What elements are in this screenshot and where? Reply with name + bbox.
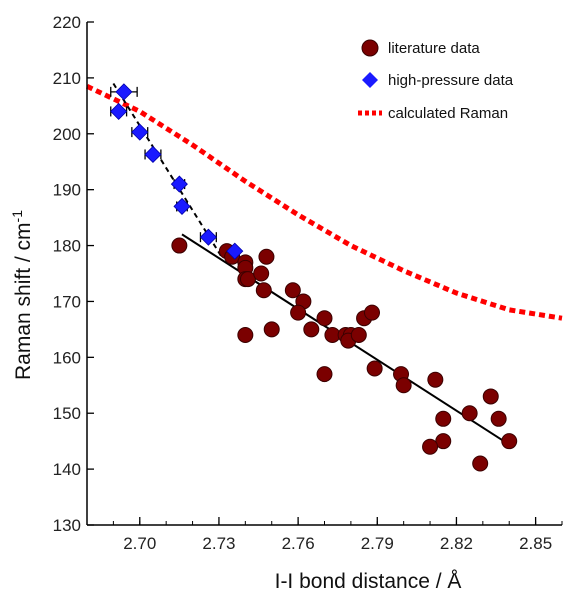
legend-label: calculated Raman — [388, 105, 508, 122]
x-tick-label: 2.85 — [519, 534, 552, 553]
high-pressure-data-point — [173, 197, 191, 215]
literature-data-point — [284, 282, 301, 299]
literature-data-point — [350, 326, 367, 343]
x-tick-label: 2.82 — [440, 534, 473, 553]
x-axis-title: I-I bond distance / Å — [275, 570, 462, 593]
literature-data-point — [255, 282, 272, 299]
high-pressure-data-point — [199, 228, 217, 246]
high-pressure-data-point — [131, 123, 149, 141]
y-tick-label: 160 — [53, 348, 81, 367]
literature-data-point — [316, 310, 333, 327]
high-pressure-data-point — [226, 242, 244, 260]
x-tick-label: 2.76 — [282, 534, 315, 553]
y-tick-label: 220 — [53, 13, 81, 32]
y-tick-label: 190 — [53, 181, 81, 200]
literature-data-point — [395, 377, 412, 394]
literature-data-point — [366, 360, 383, 377]
y-tick-label: 170 — [53, 292, 81, 311]
literature-data-point — [316, 366, 333, 383]
literature-data-point — [303, 321, 320, 338]
literature-data-point — [472, 455, 489, 472]
high-pressure-data-point — [115, 83, 133, 101]
axes: 130 140 150 160 170 180 190 200 210 220 2.70 2.73 2.… — [53, 13, 563, 553]
plot-area — [85, 82, 563, 472]
literature-data-point — [427, 371, 444, 388]
y-tick-label: 180 — [53, 237, 81, 256]
literature-data-point — [364, 304, 380, 321]
high-pressure-data-point — [170, 175, 188, 193]
literature-data-point — [501, 433, 518, 450]
legend-label: high-pressure data — [388, 72, 514, 89]
y-tick-label: 210 — [53, 69, 81, 88]
y-tick-label: 140 — [53, 460, 81, 479]
literature-data-point — [435, 410, 452, 427]
high-pressure-fit-line — [112, 82, 223, 258]
literature-data-point — [263, 321, 280, 338]
literature-data-point — [237, 326, 254, 343]
y-axis-title-main: Raman shift / cm — [12, 222, 35, 380]
y-tick-label: 200 — [53, 125, 81, 144]
legend: literature data high-pressure data calcula… — [358, 39, 514, 122]
literature-data-point — [253, 265, 270, 282]
literature-data-point — [490, 410, 507, 427]
y-axis-title-superscript: -1 — [9, 210, 25, 223]
literature-data-point — [290, 304, 307, 321]
literature-data-point — [422, 438, 439, 455]
high-pressure-data-point — [144, 145, 162, 164]
legend-marker-high-pressure — [362, 72, 378, 88]
high-pressure-data-point — [110, 102, 128, 120]
y-tick-label: 130 — [53, 516, 81, 535]
literature-data-point — [171, 237, 188, 254]
x-tick-label: 2.79 — [361, 534, 394, 553]
x-tick-label: 2.73 — [202, 534, 235, 553]
y-tick-label: 150 — [53, 404, 81, 423]
literature-data-point — [258, 248, 275, 265]
y-axis-title: Raman shift / cm-1 — [9, 210, 35, 380]
literature-data-point — [482, 388, 499, 405]
legend-label: literature data — [388, 40, 480, 57]
literature-data-point — [461, 405, 478, 422]
calculated-raman-curve — [85, 84, 563, 321]
legend-marker-literature — [361, 39, 379, 57]
x-tick-label: 2.70 — [123, 534, 156, 553]
